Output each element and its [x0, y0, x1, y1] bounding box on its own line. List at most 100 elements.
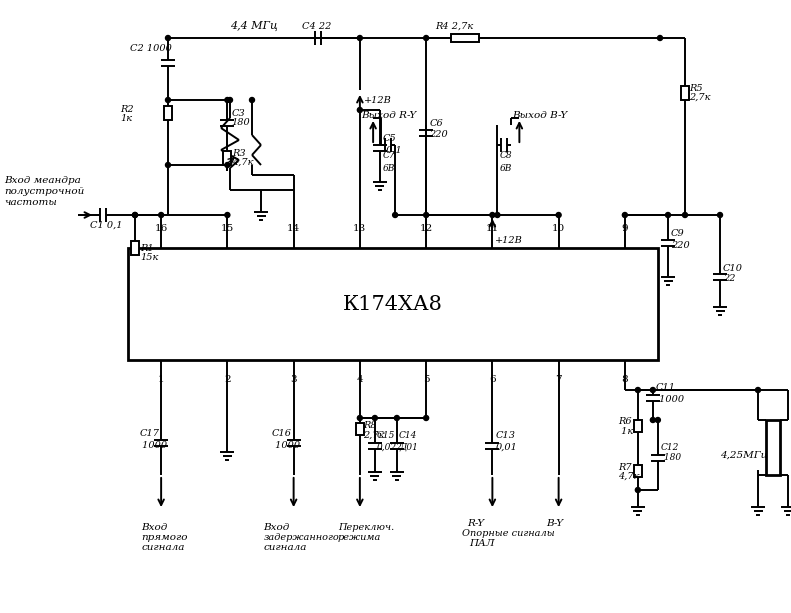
Circle shape: [392, 213, 398, 218]
Text: 22: 22: [723, 273, 736, 283]
Text: 1к: 1к: [120, 113, 132, 123]
Text: задержанного: задержанного: [263, 533, 339, 543]
Circle shape: [165, 36, 171, 40]
Circle shape: [424, 416, 429, 421]
Text: C5: C5: [383, 134, 396, 142]
Text: сигнала: сигнала: [263, 544, 307, 552]
Text: 1000: 1000: [271, 441, 300, 449]
Text: R8: R8: [363, 422, 377, 430]
Bar: [223, 151, 232, 165]
Text: полустрочной: полустрочной: [4, 186, 85, 196]
Circle shape: [556, 213, 561, 218]
Text: 2: 2: [224, 376, 231, 384]
Text: 1000: 1000: [656, 395, 684, 405]
Text: 11: 11: [486, 224, 499, 232]
Text: 15к: 15к: [140, 253, 158, 262]
Text: 2,7к: 2,7к: [363, 430, 384, 440]
Bar: [356, 423, 364, 435]
Circle shape: [495, 213, 500, 218]
Text: 0,022: 0,022: [377, 443, 403, 452]
Text: C10: C10: [723, 264, 743, 273]
Text: 1к: 1к: [618, 427, 633, 435]
Circle shape: [424, 36, 429, 40]
Text: 1000: 1000: [139, 441, 167, 449]
Bar: [131, 241, 139, 255]
Text: C11: C11: [656, 384, 676, 392]
Text: R5: R5: [689, 83, 702, 93]
Bar: [128, 248, 658, 360]
Text: 2,7к: 2,7к: [689, 93, 710, 102]
Text: частоты: частоты: [4, 197, 57, 207]
Circle shape: [358, 416, 362, 421]
Text: Вход: Вход: [263, 524, 290, 533]
Circle shape: [650, 387, 656, 392]
Text: 0,1: 0,1: [383, 145, 402, 154]
Text: 16: 16: [154, 224, 168, 232]
Circle shape: [373, 416, 377, 421]
Text: 180: 180: [232, 118, 250, 126]
Text: 7: 7: [555, 376, 562, 384]
Text: C6: C6: [430, 118, 443, 128]
Circle shape: [395, 416, 399, 421]
Text: 13: 13: [354, 224, 366, 232]
Circle shape: [656, 417, 660, 422]
Text: К174ХА8: К174ХА8: [343, 294, 443, 313]
Circle shape: [225, 213, 230, 218]
Text: C1 0,1: C1 0,1: [90, 221, 123, 229]
Text: +12В: +12В: [364, 96, 392, 104]
Circle shape: [228, 97, 233, 102]
Text: режима: режима: [338, 533, 381, 543]
Circle shape: [358, 36, 362, 40]
Bar: [451, 34, 479, 42]
Text: Д01: Д01: [399, 443, 418, 452]
Text: 1: 1: [158, 376, 165, 384]
Circle shape: [225, 97, 230, 102]
Text: C16: C16: [271, 428, 292, 438]
Text: B-Y: B-Y: [547, 519, 564, 528]
Text: Выход R-Y: Выход R-Y: [361, 110, 416, 120]
Text: 4,25МГц: 4,25МГц: [720, 451, 768, 460]
Text: 0,01: 0,01: [495, 443, 517, 452]
Text: C13: C13: [495, 432, 516, 441]
Text: 8: 8: [622, 376, 628, 384]
Text: 15: 15: [221, 224, 234, 232]
Text: Вход: Вход: [141, 524, 168, 533]
Text: R3: R3: [233, 148, 246, 158]
Circle shape: [683, 213, 687, 218]
Text: 6В: 6В: [499, 164, 512, 172]
Bar: [681, 86, 689, 100]
Text: +12В: +12В: [495, 235, 523, 245]
Text: 180: 180: [660, 454, 681, 462]
Text: 4,7к: 4,7к: [233, 158, 254, 167]
Text: 4: 4: [357, 376, 363, 384]
Circle shape: [133, 213, 138, 218]
Circle shape: [650, 417, 656, 422]
Text: R1: R1: [140, 243, 153, 253]
Circle shape: [424, 213, 429, 218]
Circle shape: [717, 213, 722, 218]
Bar: [766, 420, 780, 475]
Text: C12: C12: [660, 443, 679, 452]
Text: 4,7к: 4,7к: [618, 471, 639, 481]
Circle shape: [635, 487, 641, 492]
Text: R2: R2: [120, 104, 134, 113]
Circle shape: [657, 36, 663, 40]
Circle shape: [165, 97, 171, 102]
Text: C3: C3: [232, 109, 245, 118]
Text: прямого: прямого: [141, 533, 187, 543]
Text: C14: C14: [399, 432, 417, 441]
Text: 12: 12: [419, 224, 433, 232]
Text: R7: R7: [618, 462, 631, 471]
Text: C7: C7: [383, 151, 396, 159]
Text: 5: 5: [423, 376, 430, 384]
Text: C17: C17: [139, 428, 159, 438]
Circle shape: [249, 97, 255, 102]
Text: C2 1000: C2 1000: [130, 44, 172, 53]
Circle shape: [159, 213, 164, 218]
Text: Выход B-Y: Выход B-Y: [513, 110, 568, 120]
Text: 6В: 6В: [383, 164, 396, 172]
Text: R4 2,7к: R4 2,7к: [435, 21, 473, 31]
Text: 6: 6: [489, 376, 496, 384]
Text: C15: C15: [377, 432, 396, 441]
Text: C9: C9: [671, 229, 685, 237]
